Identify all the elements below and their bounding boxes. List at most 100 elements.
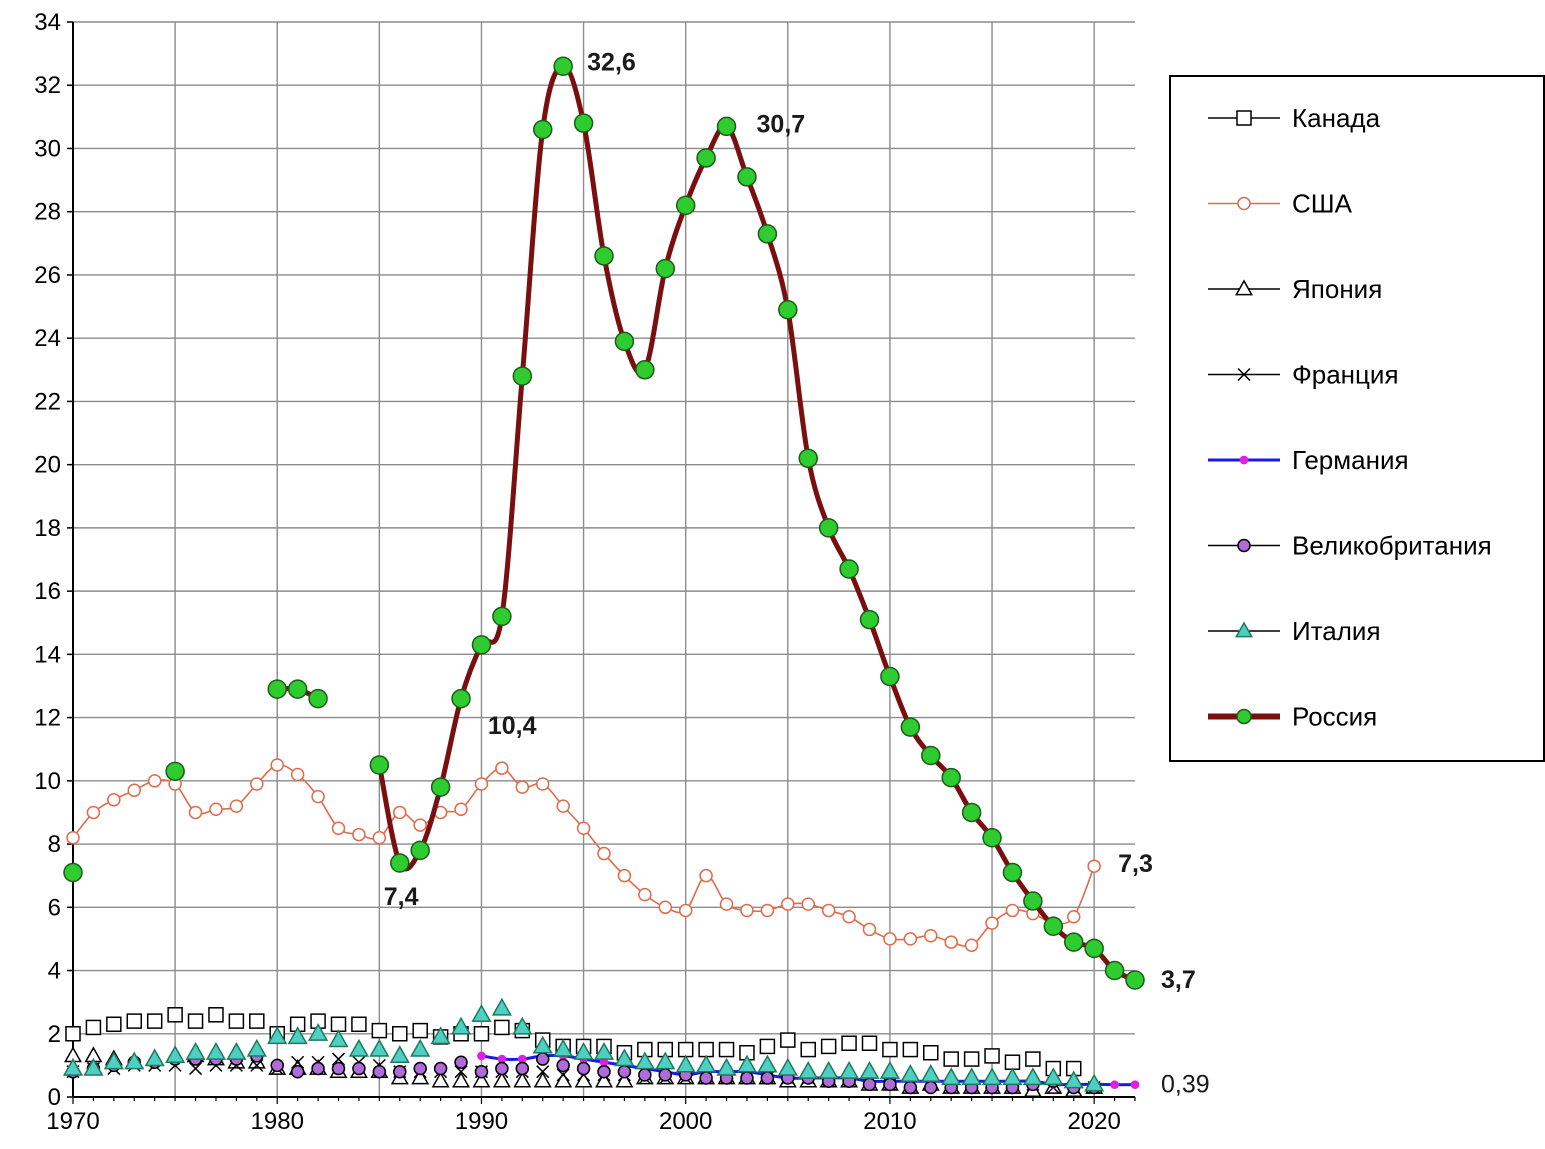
data-point bbox=[331, 821, 346, 835]
data-point bbox=[839, 559, 859, 579]
data-point bbox=[267, 1026, 288, 1045]
data-point bbox=[576, 821, 591, 835]
data-point bbox=[634, 1051, 655, 1070]
data-point bbox=[573, 113, 594, 133]
data-point bbox=[226, 1042, 247, 1060]
data-point bbox=[474, 777, 489, 791]
data-point bbox=[655, 258, 676, 279]
data-point bbox=[369, 1038, 390, 1057]
data-point bbox=[535, 777, 550, 791]
data-point bbox=[389, 1045, 410, 1064]
legend-marker bbox=[1235, 279, 1253, 296]
y-tick-label: 18 bbox=[34, 515, 61, 542]
data-point bbox=[902, 1041, 919, 1058]
data-point bbox=[944, 935, 958, 949]
y-tick-label: 20 bbox=[34, 452, 61, 479]
data-point bbox=[635, 360, 655, 380]
data-point bbox=[450, 1016, 472, 1035]
data-point bbox=[1004, 1054, 1021, 1070]
data-label: 7,4 bbox=[384, 883, 419, 911]
legend-marker bbox=[1237, 196, 1251, 211]
data-point bbox=[1043, 916, 1064, 937]
data-point bbox=[984, 1048, 1000, 1064]
data-point bbox=[900, 717, 921, 737]
y-tick-label: 4 bbox=[48, 958, 61, 985]
legend-label: Великобритания bbox=[1292, 531, 1492, 561]
data-point bbox=[331, 1061, 346, 1076]
data-point bbox=[249, 1013, 265, 1029]
data-point bbox=[982, 827, 1002, 848]
data-point bbox=[883, 1077, 897, 1092]
data-point bbox=[740, 903, 754, 918]
data-point bbox=[658, 900, 673, 915]
data-point bbox=[658, 1068, 673, 1082]
data-label: 32,6 bbox=[587, 48, 636, 76]
y-tick-label: 32 bbox=[34, 72, 61, 99]
data-point bbox=[512, 366, 533, 386]
data-point bbox=[103, 1051, 124, 1070]
data-point bbox=[573, 1042, 594, 1060]
data-point bbox=[798, 1060, 819, 1079]
data-point bbox=[107, 793, 121, 807]
data-point bbox=[879, 1060, 901, 1079]
legend-label: Канада bbox=[1292, 103, 1381, 133]
data-point bbox=[718, 1041, 735, 1058]
data-point bbox=[348, 1038, 370, 1057]
data-point bbox=[165, 1045, 186, 1064]
data-point bbox=[517, 1054, 527, 1064]
y-tick-label: 14 bbox=[34, 641, 61, 668]
data-point bbox=[532, 119, 553, 140]
data-point bbox=[413, 1061, 427, 1076]
y-tick-label: 10 bbox=[34, 768, 61, 795]
data-point bbox=[737, 167, 757, 187]
data-point bbox=[290, 1064, 305, 1079]
data-point bbox=[576, 1061, 591, 1076]
data-point bbox=[126, 1013, 143, 1029]
data-point bbox=[1125, 970, 1145, 990]
data-point bbox=[494, 1019, 510, 1036]
series-1 bbox=[66, 758, 1101, 952]
x-tick-label: 2010 bbox=[863, 1108, 916, 1135]
data-point bbox=[473, 1026, 490, 1042]
data-point bbox=[740, 1071, 754, 1085]
data-point bbox=[678, 903, 693, 918]
data-point bbox=[923, 1044, 939, 1061]
data-point bbox=[454, 802, 468, 817]
legend-item: Германия bbox=[1208, 445, 1409, 475]
data-point bbox=[638, 887, 652, 902]
data-point bbox=[597, 1064, 611, 1079]
data-point bbox=[861, 1035, 878, 1051]
legend-marker bbox=[1236, 708, 1252, 725]
data-point bbox=[614, 331, 635, 352]
data-point bbox=[1066, 910, 1081, 924]
data-point bbox=[838, 1060, 860, 1079]
data-point bbox=[882, 1041, 898, 1058]
data-point bbox=[553, 56, 573, 77]
data-point bbox=[205, 1042, 227, 1060]
data-point bbox=[62, 1057, 84, 1076]
data-point bbox=[961, 802, 982, 823]
data-point bbox=[941, 1067, 962, 1086]
data-point bbox=[532, 1035, 553, 1054]
data-point bbox=[267, 679, 287, 699]
legend-marker bbox=[1235, 621, 1253, 638]
data-point bbox=[574, 1071, 593, 1088]
data-point bbox=[147, 774, 162, 788]
y-tick-label: 16 bbox=[34, 578, 61, 605]
data-point bbox=[760, 1071, 775, 1085]
data-point bbox=[311, 789, 325, 804]
data-point bbox=[372, 830, 387, 845]
data-point bbox=[308, 688, 328, 709]
y-tick-label: 26 bbox=[34, 262, 61, 289]
data-point bbox=[430, 777, 451, 797]
data-point bbox=[1005, 903, 1020, 918]
data-point bbox=[63, 862, 83, 883]
data-point bbox=[757, 224, 778, 244]
legend-label: Россия bbox=[1292, 702, 1377, 732]
data-point bbox=[699, 1071, 713, 1085]
data-point bbox=[270, 1058, 284, 1073]
data-point bbox=[144, 1048, 165, 1067]
data-point bbox=[513, 1071, 532, 1088]
y-tick-label: 12 bbox=[34, 705, 61, 732]
data-point bbox=[759, 1038, 776, 1055]
